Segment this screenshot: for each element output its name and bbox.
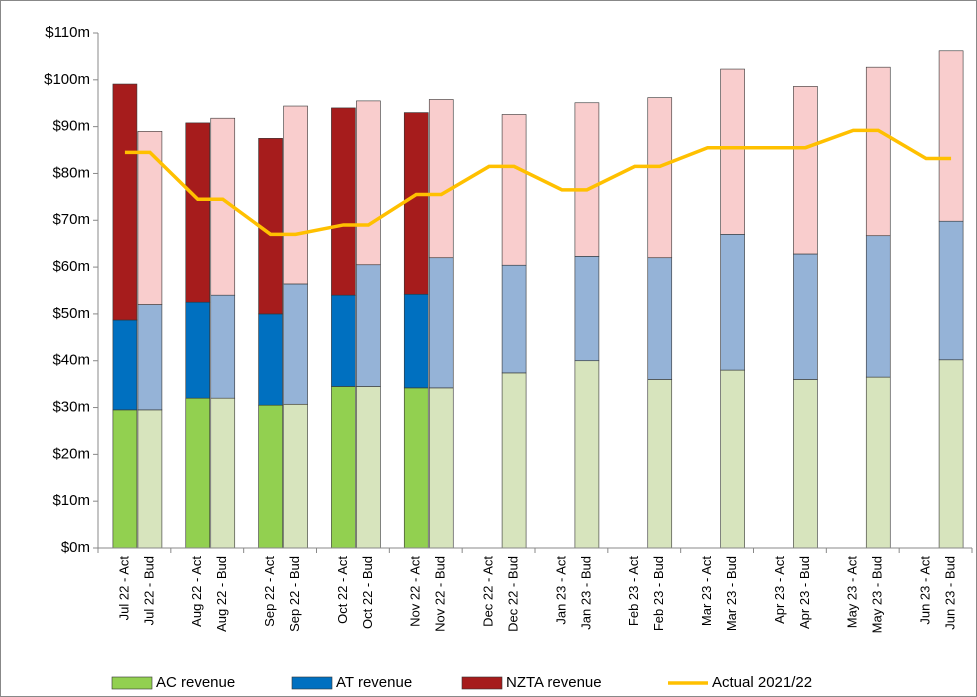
x-tick-label: Mar 23 - Bud [724,556,739,631]
x-tick-label: Nov 22 - Act [408,556,423,627]
y-tick-label: $50m [52,305,90,322]
y-tick-label: $0m [61,539,90,556]
bar-segment [574,102,600,257]
x-tick-label: Oct 22 - Act [335,556,350,624]
x-tick-label: Mar 23 - Act [699,556,714,626]
bar-segment [428,257,454,389]
bar-segment [574,256,600,362]
y-tick-label: $80m [52,164,90,181]
bar-segment [210,397,236,549]
bar-segment [185,301,211,399]
bar-segment [356,100,381,266]
bar-segment [720,234,745,371]
x-tick-label: Dec 22 - Act [481,556,496,627]
bar-segment [137,304,163,411]
bar-segment [112,83,138,321]
bar-segment [210,294,236,399]
bar-segment [283,105,308,285]
y-tick-label: $90m [52,118,90,135]
y-tick-label: $100m [44,71,90,88]
x-tick-label: Jan 23 - Bud [578,556,593,630]
y-tick-label: $60m [52,258,90,275]
x-tick-label: Jul 22 - Act [116,556,131,621]
x-tick-label: Feb 23 - Bud [651,556,666,631]
x-tick-label: Sep 22 - Bud [287,556,302,632]
x-tick-label: Jul 22 - Bud [141,556,156,625]
bar-segment [938,220,964,361]
bar-segment [137,131,163,305]
bar-segment [403,112,429,295]
legend-label: AT revenue [336,674,412,691]
bar-segment [283,283,308,405]
x-tick-label: Nov 22 - Bud [433,556,448,632]
bar-segment [720,68,745,235]
legend-swatch [291,676,333,690]
bar-segment [428,99,454,259]
x-tick-label: Jan 23 - Act [553,556,568,625]
bar-segment [185,122,211,303]
bar-segment [647,379,673,549]
bar-segment [331,107,356,296]
bar-segment [574,360,600,549]
bar-segment [403,293,429,389]
bar-segment [356,386,381,549]
y-tick-label: $30m [52,399,90,416]
bar-segment [112,319,138,411]
bar-segment [720,369,745,549]
x-tick-label: Sep 22 - Act [262,556,277,627]
bar-segment [258,138,283,315]
bar-segment [258,313,283,406]
x-tick-label: Jun 23 - Act [918,556,933,625]
bar-segment [112,409,138,549]
x-tick-label: Feb 23 - Act [626,556,641,626]
legend-swatch [111,676,153,690]
bar-segment [647,97,673,259]
line-series [124,128,952,237]
x-tick-label: Aug 22 - Act [189,556,204,627]
bar-segment [258,404,283,549]
y-tick-label: $70m [52,211,90,228]
bar-segment [793,253,818,380]
bar-segment [137,409,163,549]
legend-label: NZTA revenue [506,674,602,691]
bar-segment [865,235,891,378]
bar-segment [793,379,818,549]
bar-segment [283,403,308,549]
bar-segment [865,66,891,237]
bar-segment [501,372,527,549]
bar-segment [938,50,964,222]
bar-segment [647,257,673,380]
bar-segment [793,86,818,255]
bar-segment [185,397,211,549]
x-tick-label: May 23 - Bud [870,556,885,633]
bar-segment [428,387,454,549]
bar-segment [501,114,527,266]
legend-label: AC revenue [156,674,235,691]
y-tick-label: $10m [52,492,90,509]
x-tick-label: Apr 23 - Act [772,556,787,624]
bar-segment [501,264,527,374]
x-tick-label: Oct 22 - Bud [360,556,375,629]
x-tick-label: Jun 23 - Bud [943,556,958,630]
bar-segment [356,264,381,387]
legend-label: Actual 2021/22 [712,674,812,691]
bar-segment [403,387,429,549]
x-tick-label: Apr 23 - Bud [797,556,812,629]
x-tick-label: Dec 22 - Bud [506,556,521,632]
y-tick-label: $20m [52,445,90,462]
x-tick-label: May 23 - Act [845,556,860,629]
legend-swatch [461,676,503,690]
y-tick-label: $40m [52,352,90,369]
x-tick-label: Aug 22 - Bud [214,556,229,632]
bar-segment [865,376,891,549]
y-tick-label: $110m [45,24,90,41]
bar-segment [331,386,356,549]
bar-segment [331,294,356,387]
bar-segment [938,359,964,549]
